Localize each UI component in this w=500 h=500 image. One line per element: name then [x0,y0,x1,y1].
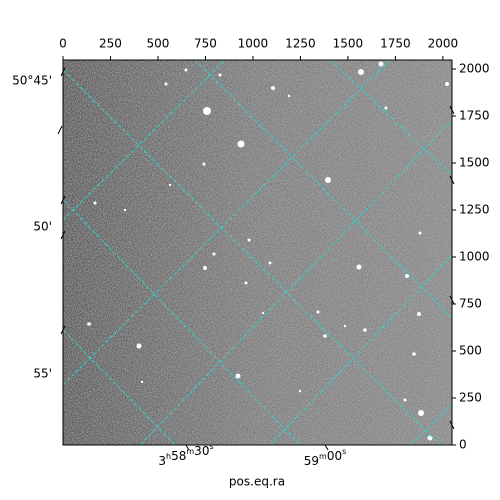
x-tick-label: 250 [99,37,122,51]
x-tick-label: 1750 [380,37,411,51]
grid-line [63,60,391,386]
y-tick-label: 500 [459,344,482,358]
y-tick-label: 1250 [459,203,490,217]
grid-line [63,60,226,221]
y-tick-label: 1750 [459,109,490,123]
axis-tick [449,420,455,430]
grid-line [329,60,452,176]
ra-tick [185,444,190,451]
grid-line [269,254,452,445]
y-tick-label: 750 [459,297,482,311]
y-tick-label: 0 [459,438,467,452]
ra-tick-label: 3h58m30s [158,442,213,468]
dec-tick-label: 55' [33,367,52,381]
ra-tick-label: 59m00s [304,447,347,468]
sky-image [63,60,452,445]
stars [87,61,449,441]
axis-tick [57,125,63,135]
x-tick-label: 0 [59,37,67,51]
grid-line [194,60,452,319]
x-tick-label: 750 [194,37,217,51]
frame [62,59,453,446]
x-tick-label: 500 [147,37,170,51]
x-axis-label: pos.eq.ra [229,475,285,489]
y-tick-label: 1500 [459,156,490,170]
y-tick-label: 250 [459,391,482,405]
axis-tick [60,67,66,77]
y-tick-label: 2000 [459,62,490,76]
axis-tick [449,295,455,305]
dec-tick-label: 50°45' [12,74,52,88]
grid-line [63,199,301,445]
axis-tick [60,195,66,205]
grid-line [139,119,452,445]
grid-line [409,404,452,445]
x-tick-label: 1500 [333,37,364,51]
axis-tick [449,105,455,115]
ra-tick [324,444,329,451]
x-tick-label: 1250 [285,37,316,51]
axis-tick [60,325,66,335]
grid-line [63,69,441,445]
dec-tick-label: 50' [33,220,52,234]
x-tick-label: 1000 [238,37,269,51]
y-tick-label: 1000 [459,250,490,264]
axis-tick [449,175,455,185]
grid-line [63,329,176,445]
x-tick-label: 2000 [428,37,459,51]
axis-tick [60,230,66,240]
